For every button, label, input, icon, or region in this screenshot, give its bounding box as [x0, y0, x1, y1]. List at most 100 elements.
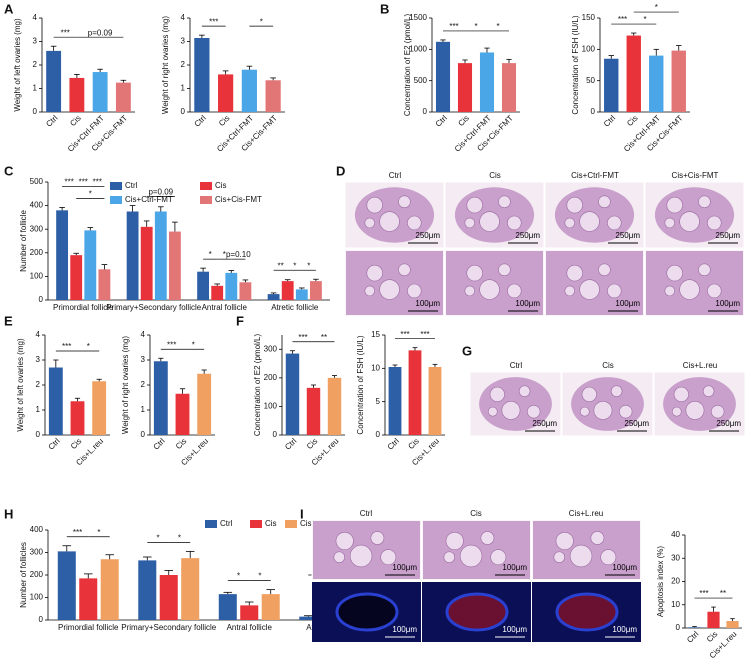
y-tick-label: 1000	[409, 44, 427, 53]
y-tick-label: 500	[30, 177, 44, 186]
follicle	[498, 195, 511, 209]
significance-label: *	[260, 17, 263, 26]
bar	[388, 367, 402, 435]
x-tick-label: Cis	[217, 114, 232, 129]
y-tick-label: 0	[181, 107, 186, 116]
bar	[299, 616, 318, 620]
follicle	[607, 215, 622, 231]
significance-label: **	[278, 261, 284, 270]
x-tick-label: Antral follicle	[202, 303, 248, 312]
y-tick-label: 0	[676, 623, 681, 632]
y-tick-label: 300	[264, 344, 278, 353]
follicle	[443, 551, 455, 563]
bar	[261, 594, 280, 620]
legend-swatch	[285, 520, 297, 528]
fluorescence-region	[445, 592, 509, 632]
y-tick-label: 1	[33, 84, 38, 93]
legend-swatch	[200, 182, 212, 190]
bar	[479, 52, 495, 112]
y-tick-label: 2	[33, 60, 38, 69]
y-tick-label: 3	[36, 355, 41, 364]
y-tick-label: 4	[141, 330, 146, 339]
follicle	[490, 549, 507, 566]
follicle	[679, 279, 700, 300]
scale-label: 250μm	[415, 231, 440, 240]
image-caption: Cis	[489, 171, 501, 180]
image-caption: Cis+Ctrl-FMT	[571, 171, 619, 180]
follicle	[555, 531, 574, 551]
follicle	[698, 263, 711, 277]
follicle	[364, 285, 375, 297]
y-tick-label: 150	[582, 13, 596, 22]
follicle	[673, 386, 689, 402]
follicle	[707, 283, 722, 299]
follicle	[666, 264, 683, 282]
follicle	[366, 264, 383, 282]
y-tick-label: 0	[591, 107, 596, 116]
bar	[218, 594, 237, 620]
y-tick-label: 0	[33, 107, 38, 116]
scale-label: 250μm	[515, 231, 540, 240]
significance-label: *	[89, 190, 92, 199]
bar	[671, 50, 686, 112]
bar	[327, 377, 342, 435]
x-tick-label: Cis	[406, 437, 421, 452]
y-tick-label: 200	[264, 373, 278, 382]
y-tick-label: 4	[181, 13, 186, 22]
bar	[428, 367, 442, 435]
significance-label: *	[258, 572, 261, 581]
x-tick-label: Ctrl	[44, 113, 59, 128]
legend-label: Cis+Cis-FMT	[215, 195, 262, 204]
y-tick-label: 100	[30, 593, 44, 602]
bar	[140, 226, 153, 300]
y-tick-label: 40	[671, 530, 680, 539]
follicle	[398, 195, 411, 209]
follicle	[407, 215, 422, 231]
bar	[175, 393, 190, 435]
significance-label: *	[156, 533, 159, 542]
panel-label: C	[4, 163, 14, 178]
significance-label: *	[223, 250, 226, 259]
scale-label: 100μm	[612, 563, 637, 572]
significance-label: ***	[73, 528, 82, 537]
panel-label: H	[4, 506, 13, 521]
bar	[265, 80, 281, 112]
bar	[57, 551, 76, 620]
significance-label: ***	[93, 178, 102, 187]
x-tick-label: Cis	[68, 114, 83, 129]
follicle	[335, 531, 354, 551]
y-tick-label: 50	[586, 76, 595, 85]
follicle	[581, 386, 597, 402]
follicle	[464, 217, 475, 229]
follicle	[566, 196, 583, 214]
y-tick-label: 5	[376, 397, 381, 406]
scale-label: 100μm	[415, 299, 440, 308]
bar	[457, 63, 473, 112]
y-tick-label: 0	[39, 615, 44, 624]
x-tick-label: Cis	[305, 437, 320, 452]
y-tick-label: 0	[273, 430, 278, 439]
y-axis-label: Weight of right ovaries (mg)	[161, 16, 170, 114]
image-caption: Ctrl	[510, 361, 523, 370]
y-tick-label: 2	[181, 60, 186, 69]
bar	[408, 350, 422, 435]
y-tick-label: 3	[141, 355, 146, 364]
follicle	[600, 549, 617, 566]
bar	[56, 210, 69, 300]
y-tick-label: 300	[30, 548, 44, 557]
bar	[295, 289, 308, 300]
legend-label: Cis	[265, 519, 277, 528]
x-tick-label: Ctrl	[434, 113, 449, 128]
panel-label: D	[336, 163, 345, 178]
bar	[225, 272, 238, 300]
y-axis-label: Concentration of E2 (pmol/L)	[253, 334, 262, 437]
follicle	[666, 196, 683, 214]
legend-swatch	[110, 196, 122, 204]
panel-label: F	[236, 313, 244, 328]
follicle	[349, 544, 373, 568]
bar	[218, 74, 234, 112]
bar	[92, 72, 108, 112]
follicle	[379, 279, 400, 300]
x-tick-label: Cis	[625, 114, 640, 129]
